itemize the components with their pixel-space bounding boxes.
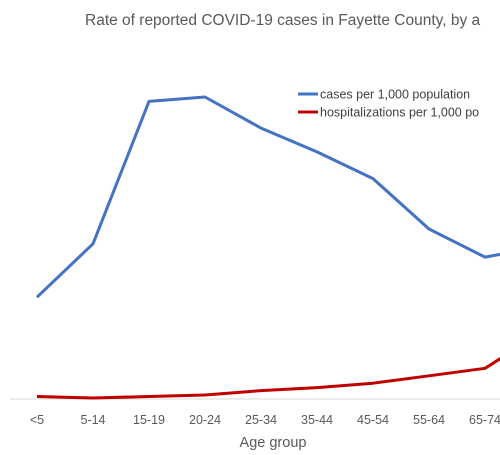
legend: cases per 1,000 population hospitalizati… <box>298 88 479 120</box>
x-tick-label: 35-44 <box>301 413 333 427</box>
legend-label-hospitalizations: hospitalizations per 1,000 po <box>320 106 479 120</box>
series-group <box>35 95 500 400</box>
x-tick-label: <5 <box>30 413 44 427</box>
legend-label-cases: cases per 1,000 population <box>320 88 470 102</box>
chart-title: Rate of reported COVID-19 cases in Fayet… <box>85 12 481 29</box>
series-line-1 <box>36 357 500 400</box>
x-axis-title: Age group <box>240 435 307 451</box>
x-tick-labels: <5 5-14 15-19 20-24 25-34 35-44 45-54 55-64 65-7… <box>30 413 500 427</box>
x-tick-label: 25-34 <box>245 413 277 427</box>
x-tick-label: 55-64 <box>413 413 445 427</box>
series-line-0 <box>35 95 500 299</box>
x-tick-label: 45-54 <box>357 413 389 427</box>
x-tick-label: 5-14 <box>80 413 105 427</box>
x-tick-label: 15-19 <box>133 413 165 427</box>
x-tick-label: 65-74 <box>469 413 500 427</box>
x-tick-label: 20-24 <box>189 413 221 427</box>
